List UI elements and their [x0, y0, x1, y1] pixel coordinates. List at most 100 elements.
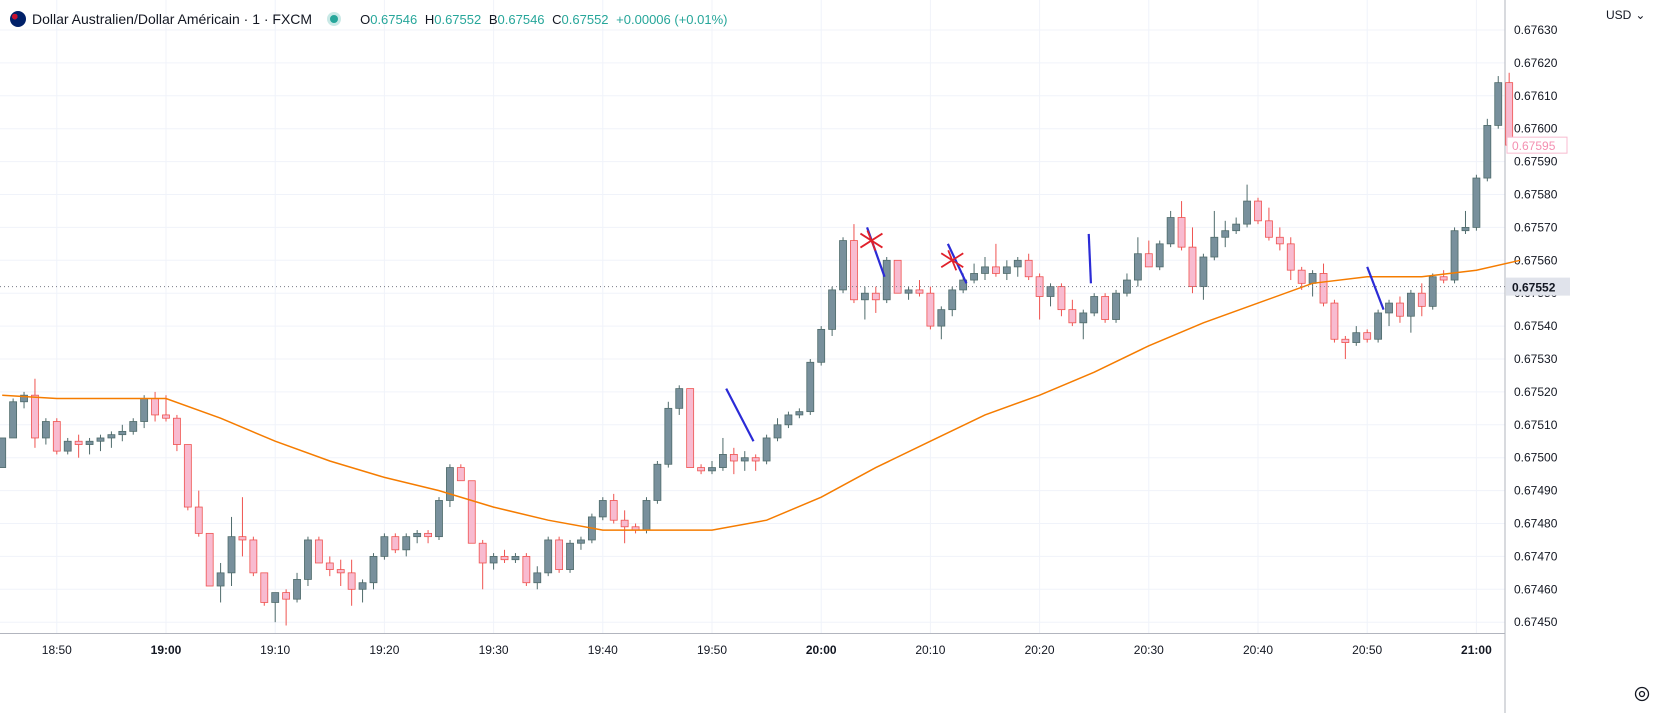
candle-body: [1024, 259, 1033, 278]
legend-bar: Dollar Australien/Dollar Américain · 1 ·…: [10, 8, 727, 30]
candle-body: [970, 273, 978, 281]
candle-body: [118, 430, 127, 436]
candle-body: [216, 572, 225, 587]
candle-body: [1221, 230, 1230, 238]
candle-body: [729, 454, 738, 462]
y-tick-label: 0.67580: [1514, 188, 1558, 202]
y-tick-label: 0.67460: [1514, 582, 1558, 596]
candle-body: [52, 421, 61, 452]
market-status-icon[interactable]: [330, 15, 339, 23]
candle-body: [1013, 259, 1022, 268]
x-tick-label: 18:50: [42, 643, 72, 657]
candle-body: [904, 289, 913, 294]
x-tick-label: 19:40: [588, 643, 618, 657]
candle-body: [1079, 312, 1088, 324]
y-tick-label: 0.67610: [1514, 89, 1558, 103]
candle-body: [860, 292, 869, 301]
candle-body: [850, 240, 858, 301]
y-tick-label: 0.67490: [1514, 484, 1558, 498]
candle-body: [402, 536, 411, 551]
x-tick-label: 20:40: [1243, 643, 1273, 657]
x-tick-label: 20:20: [1025, 643, 1055, 657]
candle-body: [773, 424, 782, 439]
candle-body: [1472, 177, 1481, 228]
last-price-tag: [1506, 277, 1570, 296]
candle-body: [347, 572, 356, 590]
candle-body: [41, 421, 50, 439]
x-tick-label: 20:10: [915, 643, 945, 657]
candle-body: [926, 292, 935, 327]
open-value: 0.67546: [370, 11, 418, 27]
candle-body: [1406, 292, 1415, 317]
currency-label: USD: [1606, 8, 1632, 22]
current-price-label: 0.67595: [1512, 139, 1556, 153]
candle-body: [1155, 243, 1164, 268]
candle-body: [577, 539, 585, 544]
close-key: C: [552, 11, 562, 27]
cross-marker: [947, 249, 958, 271]
x-tick-label: 19:50: [697, 643, 727, 657]
candle-body: [1199, 256, 1208, 288]
x-tick-label: 20:00: [806, 643, 837, 657]
candle-body: [129, 421, 138, 432]
candle-body: [489, 556, 498, 564]
gear-icon[interactable]: [1632, 685, 1652, 705]
candle-body: [260, 572, 269, 603]
candle-body: [1396, 302, 1404, 317]
x-tick-label: 19:20: [369, 643, 399, 657]
candle-body: [358, 582, 367, 590]
candle-body: [1144, 253, 1153, 268]
x-tick-label: 20:30: [1134, 643, 1164, 657]
candle-body: [795, 411, 804, 416]
candle-body: [1101, 296, 1110, 320]
candle-body: [544, 539, 553, 574]
candle-body: [1090, 296, 1099, 314]
trend-line-drawing: [1366, 266, 1385, 311]
candle-body: [96, 437, 105, 442]
y-tick-label: 0.67620: [1514, 56, 1558, 70]
currency-selector[interactable]: USD ⌄: [1606, 4, 1666, 26]
last-price-label: 0.67552: [1512, 281, 1556, 295]
candle-body: [1308, 273, 1317, 284]
candle-body: [555, 539, 564, 570]
low-key: B: [488, 11, 498, 27]
candle-body: [1275, 236, 1284, 245]
candle-body: [456, 467, 465, 482]
candle-body: [249, 539, 258, 574]
candle-body: [369, 556, 378, 584]
candle-body: [304, 539, 312, 580]
symbol-title[interactable]: Dollar Australien/Dollar Américain · 1 ·…: [32, 11, 313, 27]
candle-body: [1374, 312, 1383, 340]
candle-body: [1177, 217, 1186, 248]
candle-body: [293, 579, 301, 600]
y-tick-label: 0.67500: [1514, 451, 1558, 465]
y-tick-label: 0.67450: [1514, 615, 1558, 629]
candle-body: [74, 440, 83, 445]
candle-body: [598, 500, 607, 518]
candle-body: [1363, 332, 1372, 340]
candle-body: [1035, 276, 1044, 297]
candle-body: [314, 539, 323, 564]
candle-body: [162, 414, 170, 419]
candle-body: [151, 398, 159, 416]
high-key: H: [424, 11, 435, 27]
candle-body: [205, 532, 214, 587]
trend-line-drawing: [1087, 233, 1093, 284]
y-tick-label: 0.67470: [1514, 549, 1558, 563]
low-value: 0.67546: [497, 11, 545, 27]
candle-body: [817, 328, 826, 363]
candle-body: [1297, 269, 1306, 284]
candle-body: [915, 289, 924, 294]
candle-body: [981, 266, 989, 274]
candle-body: [1385, 302, 1393, 314]
candle-body: [0, 437, 7, 468]
candle-body: [446, 467, 454, 501]
x-tick-label: 19:30: [479, 643, 509, 657]
candle-body: [85, 440, 94, 445]
candle-body: [675, 388, 684, 409]
y-tick-label: 0.67530: [1514, 352, 1558, 366]
candle-body: [1417, 292, 1426, 307]
candle-body: [1450, 230, 1459, 281]
candle-body: [1068, 309, 1077, 324]
